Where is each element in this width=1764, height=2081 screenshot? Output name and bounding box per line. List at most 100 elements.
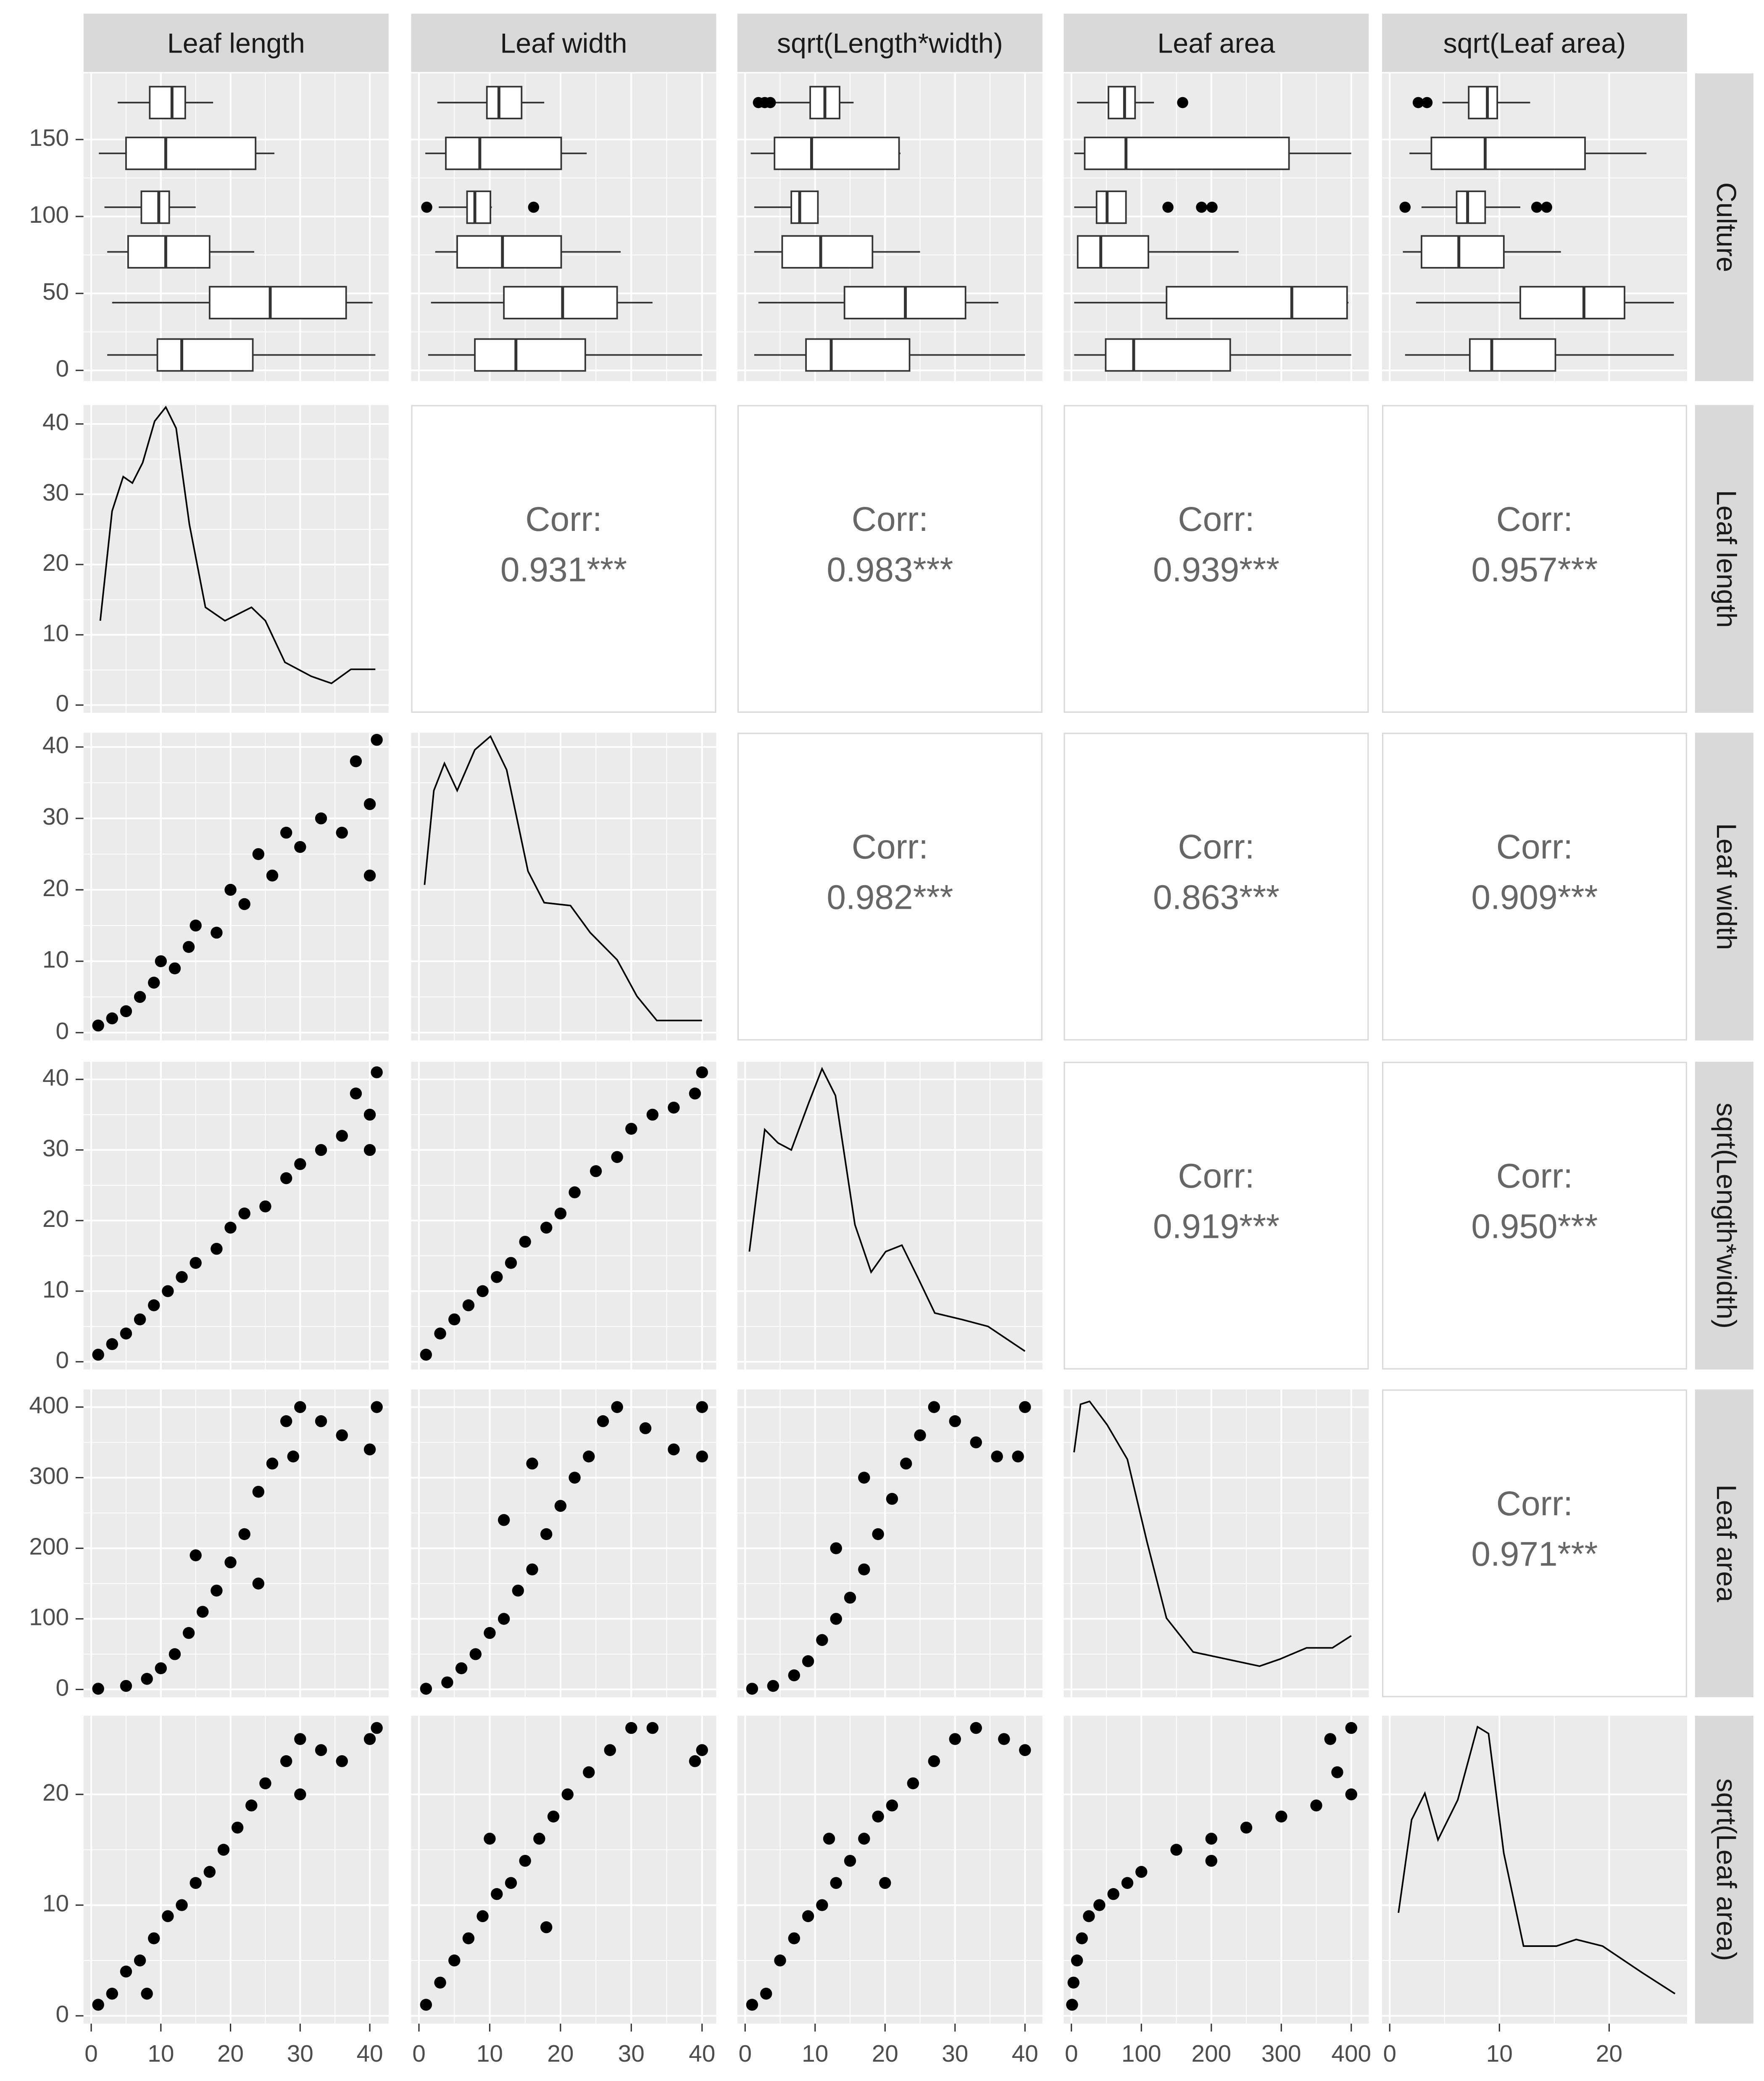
point bbox=[477, 1285, 489, 1298]
point bbox=[907, 1777, 919, 1789]
point bbox=[252, 848, 265, 860]
outlier bbox=[764, 97, 776, 108]
point bbox=[294, 1158, 306, 1170]
box bbox=[149, 86, 186, 119]
point bbox=[491, 1271, 503, 1283]
point bbox=[336, 1429, 348, 1442]
point bbox=[1121, 1877, 1134, 1889]
corr-title: Corr: bbox=[1496, 1157, 1573, 1195]
point bbox=[802, 1655, 814, 1667]
strip-label: Leaf width bbox=[1711, 823, 1742, 950]
y-tick-label: 10 bbox=[42, 947, 69, 973]
x-tick-label: 0 bbox=[412, 2041, 426, 2067]
point bbox=[350, 1087, 362, 1100]
point bbox=[696, 1450, 708, 1463]
point bbox=[746, 1999, 758, 2011]
point bbox=[280, 1172, 292, 1184]
y-tick-label: 20 bbox=[42, 550, 69, 576]
point bbox=[519, 1854, 531, 1867]
box bbox=[1108, 86, 1136, 119]
density-line bbox=[1073, 1400, 1352, 1667]
x-tick-label: 40 bbox=[689, 2041, 715, 2067]
point bbox=[569, 1186, 581, 1198]
strip bbox=[1695, 405, 1753, 713]
panel-background bbox=[1382, 73, 1687, 381]
point bbox=[611, 1151, 623, 1163]
point bbox=[788, 1669, 800, 1682]
x-tick-label: 400 bbox=[1331, 2041, 1371, 2067]
y-tick-label: 10 bbox=[42, 1277, 69, 1303]
point bbox=[294, 1788, 306, 1801]
point bbox=[858, 1563, 870, 1576]
panel-background bbox=[83, 405, 389, 713]
point bbox=[1071, 1954, 1083, 1967]
corr-title: Corr: bbox=[525, 500, 602, 538]
x-tick-label: 10 bbox=[147, 2041, 174, 2067]
point bbox=[224, 1556, 237, 1569]
point bbox=[266, 869, 279, 882]
point bbox=[970, 1436, 982, 1448]
box bbox=[140, 190, 170, 224]
point bbox=[371, 734, 383, 746]
point bbox=[462, 1299, 475, 1311]
y-tick-label: 10 bbox=[42, 1891, 69, 1917]
point bbox=[668, 1101, 680, 1114]
box bbox=[781, 235, 874, 269]
point bbox=[315, 1144, 327, 1156]
point bbox=[505, 1257, 517, 1269]
panel-background bbox=[737, 1389, 1043, 1697]
point bbox=[949, 1415, 961, 1427]
point bbox=[315, 812, 327, 825]
panel-background bbox=[83, 1716, 389, 2024]
point bbox=[155, 1662, 167, 1675]
point bbox=[498, 1613, 510, 1625]
point bbox=[477, 1910, 489, 1923]
point bbox=[991, 1450, 1003, 1463]
point bbox=[371, 1722, 383, 1734]
strip-label: sqrt(Leaf area) bbox=[1711, 1778, 1742, 1961]
corr-value: 0.971*** bbox=[1471, 1535, 1598, 1573]
point bbox=[211, 926, 223, 939]
point bbox=[1275, 1810, 1287, 1823]
point bbox=[949, 1733, 961, 1745]
point bbox=[363, 1733, 376, 1745]
x-tick-label: 20 bbox=[547, 2041, 574, 2067]
y-tick-label: 100 bbox=[29, 202, 69, 228]
point bbox=[294, 841, 306, 853]
y-tick-label: 20 bbox=[42, 875, 69, 902]
strip bbox=[1695, 733, 1753, 1041]
point bbox=[148, 1299, 160, 1311]
x-tick-label: 20 bbox=[872, 2041, 898, 2067]
strip bbox=[1064, 13, 1369, 72]
density-line bbox=[1398, 1725, 1676, 1994]
point bbox=[371, 1401, 383, 1413]
corr-value: 0.939*** bbox=[1153, 551, 1280, 589]
corr-value: 0.919*** bbox=[1153, 1207, 1280, 1245]
point bbox=[162, 1285, 174, 1298]
point bbox=[512, 1585, 524, 1597]
point bbox=[92, 1019, 104, 1032]
corr-value: 0.863*** bbox=[1153, 878, 1280, 917]
point bbox=[148, 976, 160, 989]
point bbox=[363, 798, 376, 810]
point bbox=[169, 962, 181, 975]
point bbox=[190, 919, 202, 932]
point bbox=[469, 1648, 482, 1660]
point bbox=[294, 1733, 306, 1745]
point bbox=[519, 1236, 531, 1248]
point bbox=[162, 1910, 174, 1923]
y-tick-label: 30 bbox=[42, 480, 69, 506]
point bbox=[583, 1450, 595, 1463]
point bbox=[611, 1401, 623, 1413]
y-tick-label: 150 bbox=[29, 125, 69, 151]
strip-label: Leaf length bbox=[167, 28, 305, 59]
point bbox=[420, 1348, 432, 1361]
point bbox=[134, 1313, 146, 1326]
point bbox=[1083, 1910, 1095, 1923]
point bbox=[141, 1673, 153, 1685]
x-tick-label: 200 bbox=[1191, 2041, 1231, 2067]
panel-background bbox=[1064, 1389, 1369, 1697]
point bbox=[336, 1755, 348, 1767]
point bbox=[540, 1921, 553, 1933]
point bbox=[280, 826, 292, 839]
